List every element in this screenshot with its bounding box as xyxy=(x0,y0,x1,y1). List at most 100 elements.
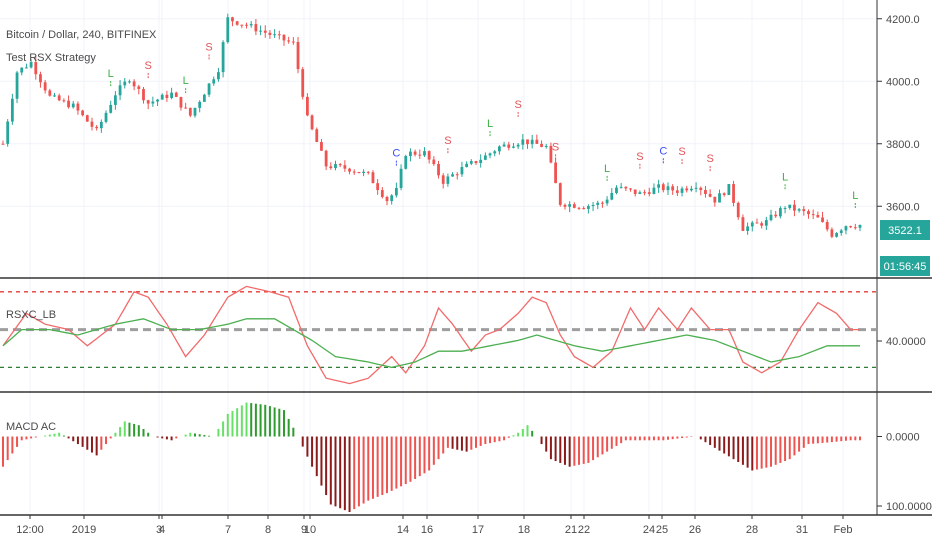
candle-body[interactable] xyxy=(324,150,328,167)
candle-body[interactable] xyxy=(474,161,478,164)
candle-body[interactable] xyxy=(315,129,319,142)
candle-body[interactable] xyxy=(661,184,665,191)
candle-body[interactable] xyxy=(568,204,572,207)
candle-body[interactable] xyxy=(399,168,403,188)
candle-body[interactable] xyxy=(104,112,108,122)
candle-body[interactable] xyxy=(151,101,155,104)
candle-body[interactable] xyxy=(221,42,225,73)
candle-body[interactable] xyxy=(774,214,778,217)
candle-body[interactable] xyxy=(582,208,586,210)
candle-body[interactable] xyxy=(807,211,810,215)
candle-body[interactable] xyxy=(212,79,216,84)
candle-body[interactable] xyxy=(76,103,80,111)
candle-body[interactable] xyxy=(357,172,361,174)
candle-body[interactable] xyxy=(563,204,567,207)
candle-body[interactable] xyxy=(652,187,656,194)
candle-body[interactable] xyxy=(301,69,305,97)
candle-body[interactable] xyxy=(193,107,197,116)
candle-body[interactable] xyxy=(409,151,412,156)
candle-body[interactable] xyxy=(530,139,534,145)
candle-body[interactable] xyxy=(460,167,464,175)
candle-body[interactable] xyxy=(123,81,127,86)
candle-body[interactable] xyxy=(179,96,183,108)
candle-body[interactable] xyxy=(226,17,230,43)
candle-body[interactable] xyxy=(675,190,679,193)
candle-body[interactable] xyxy=(156,99,159,102)
candle-body[interactable] xyxy=(704,190,707,194)
candle-body[interactable] xyxy=(25,67,28,69)
candle-body[interactable] xyxy=(586,206,590,209)
candle-body[interactable] xyxy=(802,209,806,212)
candle-body[interactable] xyxy=(722,193,726,195)
candle-body[interactable] xyxy=(601,202,604,204)
candle-body[interactable] xyxy=(853,227,857,229)
candle-body[interactable] xyxy=(465,163,469,168)
candle-body[interactable] xyxy=(727,184,731,195)
candle-body[interactable] xyxy=(629,188,632,190)
candle-body[interactable] xyxy=(39,74,42,83)
candle-body[interactable] xyxy=(34,62,38,75)
candle-body[interactable] xyxy=(633,189,637,194)
candle-body[interactable] xyxy=(174,92,178,97)
candle-body[interactable] xyxy=(254,24,258,32)
candle-body[interactable] xyxy=(615,187,618,193)
candle-body[interactable] xyxy=(839,230,843,234)
candle-body[interactable] xyxy=(329,166,333,169)
candle-body[interactable] xyxy=(741,217,745,231)
candle-body[interactable] xyxy=(263,30,267,33)
candle-body[interactable] xyxy=(1,143,5,145)
candle-body[interactable] xyxy=(207,83,211,95)
candle-body[interactable] xyxy=(390,195,394,202)
candle-body[interactable] xyxy=(699,187,703,191)
candle-body[interactable] xyxy=(764,220,768,226)
candle-body[interactable] xyxy=(6,121,10,144)
candle-body[interactable] xyxy=(394,187,398,196)
candle-body[interactable] xyxy=(95,126,99,129)
candle-body[interactable] xyxy=(554,162,557,184)
candle-body[interactable] xyxy=(844,226,848,231)
candle-body[interactable] xyxy=(427,151,431,160)
candle-body[interactable] xyxy=(287,40,291,42)
candle-body[interactable] xyxy=(825,221,829,230)
candle-body[interactable] xyxy=(165,94,169,99)
candle-body[interactable] xyxy=(53,95,56,97)
candle-body[interactable] xyxy=(498,146,501,152)
candle-body[interactable] xyxy=(362,171,365,174)
candle-body[interactable] xyxy=(20,67,24,73)
candle-body[interactable] xyxy=(690,188,693,191)
candle-body[interactable] xyxy=(821,217,824,222)
candle-body[interactable] xyxy=(418,154,422,156)
candle-body[interactable] xyxy=(558,183,562,205)
candle-body[interactable] xyxy=(371,172,375,184)
candle-body[interactable] xyxy=(217,72,220,80)
candle-body[interactable] xyxy=(469,161,473,164)
candle-body[interactable] xyxy=(479,159,483,164)
candle-body[interactable] xyxy=(816,214,820,218)
candle-body[interactable] xyxy=(62,100,66,102)
candle-body[interactable] xyxy=(849,226,853,228)
rsxc-pane[interactable] xyxy=(0,285,876,385)
candle-body[interactable] xyxy=(858,224,862,228)
candle-body[interactable] xyxy=(259,30,262,32)
candle-body[interactable] xyxy=(488,153,492,156)
candle-body[interactable] xyxy=(306,96,309,116)
candle-body[interactable] xyxy=(746,226,750,231)
candle-body[interactable] xyxy=(760,223,764,226)
candle-body[interactable] xyxy=(610,192,614,200)
candle-body[interactable] xyxy=(118,85,122,96)
candle-body[interactable] xyxy=(811,214,815,216)
candle-body[interactable] xyxy=(85,115,89,122)
candle-body[interactable] xyxy=(441,175,445,184)
candle-body[interactable] xyxy=(231,17,234,22)
candle-body[interactable] xyxy=(352,171,356,173)
candle-body[interactable] xyxy=(769,214,773,221)
candle-body[interactable] xyxy=(437,164,440,176)
candle-body[interactable] xyxy=(451,174,454,177)
candle-body[interactable] xyxy=(647,192,651,194)
candle-body[interactable] xyxy=(591,204,595,207)
candle-body[interactable] xyxy=(793,204,796,211)
candle-body[interactable] xyxy=(99,121,103,129)
candle-body[interactable] xyxy=(624,186,628,189)
candle-body[interactable] xyxy=(544,145,548,147)
